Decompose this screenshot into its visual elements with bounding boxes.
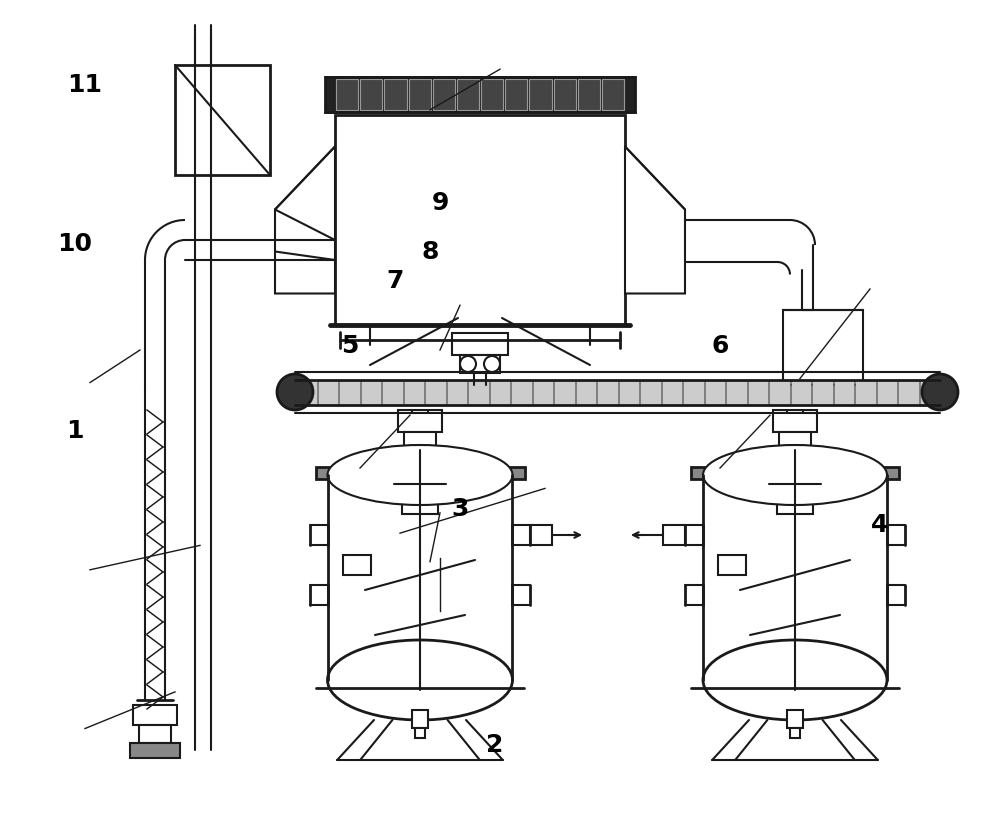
Bar bbox=[382, 380, 402, 405]
Bar bbox=[787, 710, 803, 728]
Bar bbox=[339, 380, 360, 405]
Bar bbox=[511, 380, 532, 405]
Bar bbox=[726, 380, 746, 405]
Bar bbox=[769, 380, 790, 405]
Bar bbox=[554, 380, 574, 405]
Bar bbox=[529, 79, 552, 110]
Bar bbox=[404, 432, 436, 450]
Text: 2: 2 bbox=[486, 733, 504, 757]
Bar bbox=[834, 380, 854, 405]
Bar bbox=[404, 380, 424, 405]
Bar bbox=[130, 743, 180, 758]
Bar bbox=[446, 380, 467, 405]
Bar bbox=[360, 380, 381, 405]
Bar bbox=[775, 466, 815, 484]
Bar bbox=[718, 555, 746, 575]
Ellipse shape bbox=[328, 445, 512, 505]
Circle shape bbox=[460, 356, 476, 372]
Text: 10: 10 bbox=[58, 232, 92, 256]
Bar bbox=[602, 79, 624, 110]
Bar bbox=[468, 380, 488, 405]
Bar bbox=[400, 466, 440, 484]
Bar bbox=[505, 79, 527, 110]
Bar bbox=[748, 380, 768, 405]
Bar bbox=[691, 467, 899, 479]
Circle shape bbox=[922, 374, 958, 410]
Bar bbox=[812, 380, 832, 405]
Bar bbox=[920, 380, 940, 405]
Bar bbox=[532, 380, 553, 405]
Bar bbox=[618, 380, 639, 405]
Text: 1: 1 bbox=[66, 419, 84, 444]
Bar bbox=[316, 467, 525, 479]
Bar bbox=[175, 65, 270, 175]
Bar bbox=[554, 79, 576, 110]
Bar bbox=[481, 79, 503, 110]
Bar bbox=[663, 525, 685, 545]
Bar bbox=[460, 355, 500, 373]
Bar bbox=[398, 410, 442, 432]
Bar bbox=[325, 77, 635, 112]
Circle shape bbox=[484, 356, 500, 372]
Text: 6: 6 bbox=[711, 334, 729, 358]
Bar bbox=[683, 380, 704, 405]
Bar bbox=[790, 728, 800, 738]
Bar bbox=[384, 79, 406, 110]
Text: 5: 5 bbox=[341, 334, 359, 358]
Text: 3: 3 bbox=[451, 497, 469, 521]
Bar bbox=[898, 380, 918, 405]
Bar bbox=[578, 79, 600, 110]
Ellipse shape bbox=[328, 640, 512, 720]
Bar bbox=[530, 525, 552, 545]
Bar bbox=[773, 410, 817, 432]
Bar bbox=[318, 380, 338, 405]
Bar bbox=[433, 79, 455, 110]
Polygon shape bbox=[625, 147, 685, 294]
Bar bbox=[769, 484, 821, 494]
Bar bbox=[876, 380, 897, 405]
Bar bbox=[777, 504, 813, 514]
Bar bbox=[773, 494, 817, 504]
Bar bbox=[408, 450, 432, 466]
Bar bbox=[402, 504, 438, 514]
Circle shape bbox=[277, 374, 313, 410]
Bar bbox=[597, 380, 618, 405]
Bar bbox=[783, 310, 863, 385]
Bar bbox=[452, 333, 508, 355]
Bar bbox=[662, 380, 682, 405]
Bar bbox=[425, 380, 446, 405]
Bar bbox=[855, 380, 876, 405]
Text: 11: 11 bbox=[68, 73, 103, 98]
Bar bbox=[133, 705, 177, 725]
Text: 8: 8 bbox=[421, 240, 439, 265]
Text: 9: 9 bbox=[431, 191, 449, 216]
Polygon shape bbox=[275, 147, 335, 294]
Bar bbox=[490, 380, 510, 405]
Bar bbox=[409, 79, 431, 110]
Bar bbox=[457, 79, 479, 110]
Bar bbox=[296, 380, 316, 405]
Bar bbox=[360, 79, 382, 110]
Bar bbox=[779, 432, 811, 450]
Text: 4: 4 bbox=[871, 513, 889, 537]
Bar bbox=[704, 380, 725, 405]
Bar bbox=[343, 555, 371, 575]
Bar bbox=[335, 115, 625, 325]
Bar bbox=[790, 380, 811, 405]
Text: 7: 7 bbox=[386, 269, 404, 293]
Bar bbox=[139, 725, 171, 743]
Bar bbox=[394, 484, 446, 494]
Ellipse shape bbox=[703, 640, 887, 720]
Ellipse shape bbox=[703, 445, 887, 505]
Bar bbox=[336, 79, 358, 110]
Bar bbox=[576, 380, 596, 405]
Bar bbox=[412, 710, 428, 728]
Bar bbox=[398, 494, 442, 504]
Bar bbox=[640, 380, 660, 405]
Bar bbox=[783, 450, 807, 466]
Bar bbox=[415, 728, 425, 738]
